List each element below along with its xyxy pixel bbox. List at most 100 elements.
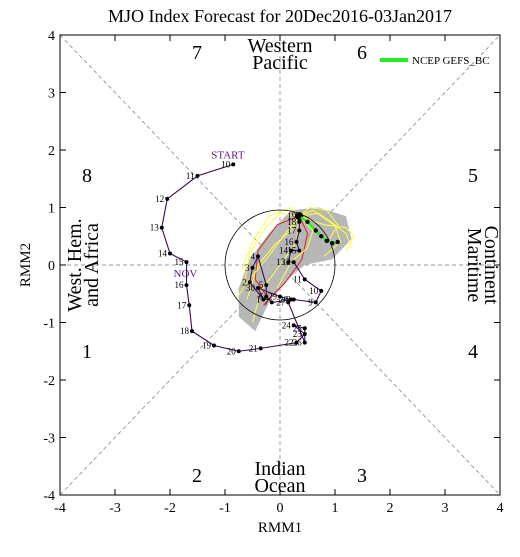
observed-point xyxy=(247,280,252,285)
observed-day-label: 29 xyxy=(268,292,278,302)
ensemble-member-line xyxy=(243,212,300,286)
observed-day-label: 14 xyxy=(158,249,168,259)
region-bottom-line2: Ocean xyxy=(254,475,305,497)
y-tick-label: -2 xyxy=(43,374,55,389)
observed-day-label: 1 xyxy=(256,295,261,305)
x-tick-label: -4 xyxy=(54,501,66,516)
ensemble-member-line xyxy=(263,215,309,306)
y-tick-label: 2 xyxy=(48,144,55,159)
ensemble-member-line xyxy=(299,212,342,257)
x-tick-label: -3 xyxy=(109,501,121,516)
ensemble-member-line xyxy=(299,215,355,251)
observed-day-label: 18 xyxy=(287,217,297,227)
observed-day-label: 30 xyxy=(246,283,256,293)
legend-label: NCEP GEFS_BC xyxy=(412,55,490,67)
observed-day-label: 10 xyxy=(309,286,319,296)
observed-day-label: 14 xyxy=(279,246,289,256)
observed-point xyxy=(256,286,260,290)
observed-day-label: 19 xyxy=(202,341,212,351)
observed-point xyxy=(294,240,299,244)
observed-point xyxy=(278,294,282,299)
observed-day-label: 3 xyxy=(245,263,250,273)
observed-day-label: 13 xyxy=(276,257,286,267)
region-left-line2: and Africa xyxy=(81,223,103,307)
observed-day-label: 6 xyxy=(259,292,264,302)
region-top-line1: Western xyxy=(247,35,312,57)
forecast-mean-point xyxy=(297,213,302,219)
region-right-line2: Continent xyxy=(480,226,502,305)
observed-point xyxy=(286,300,291,305)
x-tick-label: -1 xyxy=(219,501,231,516)
observed-point xyxy=(294,340,299,345)
observed-line xyxy=(161,163,322,352)
observed-day-label: 13 xyxy=(150,223,160,233)
forecast-mean-point xyxy=(319,234,324,239)
observed-day-label: 8 xyxy=(286,295,291,305)
observed-day-label: 10 xyxy=(221,159,231,169)
observed-point xyxy=(286,260,291,265)
observed-point xyxy=(187,303,192,308)
observed-point xyxy=(236,349,241,354)
observed-day-label: 21 xyxy=(249,343,258,353)
observed-day-label: 9 xyxy=(308,297,313,307)
region-right-line1: Maritime xyxy=(463,228,485,303)
x-axis-label: RMM1 xyxy=(258,520,302,536)
forecast-mean-point xyxy=(335,239,340,245)
observed-day-label: 16 xyxy=(285,237,295,247)
observed-point xyxy=(190,329,194,334)
observed-day-label: 12 xyxy=(155,194,164,204)
observed-day-label: 15 xyxy=(175,257,185,267)
observed-day-label: 24 xyxy=(282,320,292,330)
observed-point xyxy=(291,297,296,302)
observed-day-label: 23 xyxy=(293,329,303,339)
ensemble-member-line xyxy=(276,215,314,289)
observed-point xyxy=(297,219,302,224)
observed-point xyxy=(256,254,260,259)
ensemble-member-line xyxy=(254,215,300,300)
forecast-mean-point xyxy=(330,240,335,246)
observed-day-label: 17 xyxy=(177,300,187,310)
x-tick-label: 0 xyxy=(277,501,284,516)
region-left-line1: West. Hem. xyxy=(64,218,86,311)
observed-day-label: 2 xyxy=(242,277,247,287)
ensemble-member-line xyxy=(235,215,300,300)
observed-point xyxy=(184,283,189,288)
observed-point xyxy=(261,297,266,302)
forecast-mean-point xyxy=(305,219,310,225)
region-top-line2: Pacific xyxy=(252,52,308,74)
ensemble-members xyxy=(235,206,355,323)
phase-number-6: 6 xyxy=(357,42,367,64)
x-tick-label: -2 xyxy=(164,501,176,516)
region-bottom-line1: Indian xyxy=(254,458,305,480)
y-tick-label: 1 xyxy=(48,202,55,217)
observed-point xyxy=(264,283,269,288)
forecast-mean-track xyxy=(297,213,340,246)
observed-point xyxy=(258,346,263,351)
x-tick-label: 1 xyxy=(332,501,339,516)
observed-day-label: 11 xyxy=(293,274,302,284)
y-axis-label: RMM2 xyxy=(18,243,34,287)
nov-annotation: NOV xyxy=(174,268,198,280)
observed-point xyxy=(165,196,170,201)
phase-number-5: 5 xyxy=(468,165,478,187)
observed-point xyxy=(168,251,172,256)
observed-day-label: 11 xyxy=(186,171,195,181)
observed-day-label: 18 xyxy=(180,326,190,336)
observed-day-label: 22 xyxy=(285,338,294,348)
ensemble-member-line xyxy=(298,206,339,240)
x-tick-label: 4 xyxy=(497,501,504,516)
observed-point xyxy=(184,260,189,265)
phase-number-7: 7 xyxy=(192,42,202,64)
y-tick-label: 4 xyxy=(48,29,55,44)
observed-day-label: 7 xyxy=(264,297,269,307)
observed-point xyxy=(302,326,307,331)
observed-day-label: 4 xyxy=(251,251,256,261)
observed-point xyxy=(297,248,302,253)
observed-point xyxy=(302,340,307,345)
observed-point xyxy=(297,228,302,233)
ensemble-member-line xyxy=(241,206,300,271)
y-tick-label: -1 xyxy=(43,317,55,332)
